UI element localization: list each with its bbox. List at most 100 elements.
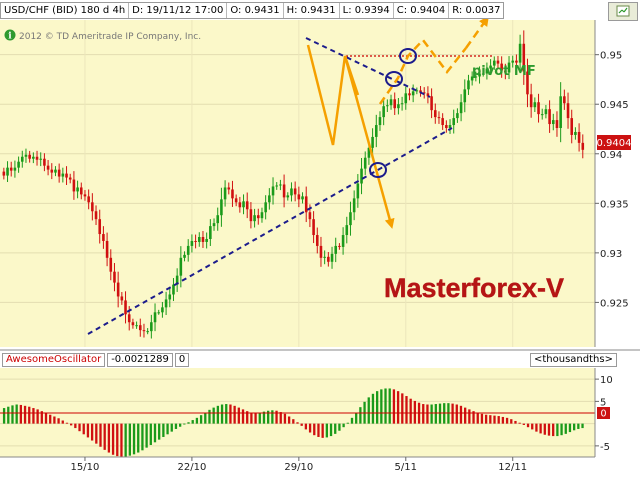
- resistance-trendline[interactable]: [305, 37, 431, 98]
- price-candle[interactable]: [504, 63, 507, 80]
- price-candle[interactable]: [319, 236, 323, 267]
- price-candle[interactable]: [426, 86, 430, 104]
- price-candle[interactable]: [537, 93, 540, 123]
- price-candle[interactable]: [2, 167, 6, 180]
- price-candle[interactable]: [6, 161, 9, 183]
- price-candle[interactable]: [529, 83, 533, 118]
- price-candle[interactable]: [65, 166, 68, 185]
- price-candle[interactable]: [345, 216, 349, 244]
- price-candle[interactable]: [349, 201, 352, 236]
- forecast-path[interactable]: [378, 38, 467, 105]
- price-candle[interactable]: [28, 150, 31, 163]
- price-candle[interactable]: [448, 119, 452, 134]
- price-candle[interactable]: [91, 193, 94, 221]
- price-candle[interactable]: [551, 113, 555, 131]
- oscillator-name[interactable]: AwesomeOscillator: [2, 353, 106, 367]
- price-candle[interactable]: [544, 104, 548, 119]
- price-candle[interactable]: [330, 246, 334, 269]
- price-candle[interactable]: [35, 150, 39, 166]
- price-candle[interactable]: [415, 87, 419, 95]
- price-candle[interactable]: [511, 55, 515, 68]
- touch-circle-pivot[interactable]: [399, 48, 417, 64]
- price-candle[interactable]: [540, 108, 544, 120]
- price-candle[interactable]: [131, 318, 135, 329]
- price-candle[interactable]: [205, 232, 208, 249]
- price-candle[interactable]: [94, 205, 98, 226]
- price-candle[interactable]: [500, 56, 503, 78]
- price-candle[interactable]: [290, 182, 293, 202]
- touch-circle-resistance[interactable]: [385, 71, 403, 87]
- price-candle[interactable]: [456, 108, 459, 123]
- price-candle[interactable]: [282, 174, 286, 208]
- price-candle[interactable]: [227, 182, 231, 195]
- price-candle[interactable]: [79, 182, 83, 200]
- price-candle[interactable]: [360, 157, 363, 195]
- price-candle[interactable]: [408, 88, 411, 101]
- price-candle[interactable]: [474, 71, 478, 82]
- price-candle[interactable]: [422, 87, 426, 99]
- price-candle[interactable]: [209, 219, 212, 246]
- price-candle[interactable]: [234, 194, 238, 207]
- price-candle[interactable]: [183, 251, 186, 262]
- price-candle[interactable]: [574, 127, 577, 140]
- price-candle[interactable]: [489, 59, 492, 76]
- price-candle[interactable]: [76, 180, 79, 199]
- price-candle[interactable]: [120, 292, 124, 305]
- price-candle[interactable]: [142, 323, 146, 338]
- price-candle[interactable]: [304, 186, 308, 223]
- price-candle[interactable]: [522, 30, 526, 85]
- price-candle[interactable]: [363, 151, 367, 175]
- chart-settings-button[interactable]: [608, 2, 638, 21]
- price-candle[interactable]: [57, 163, 61, 183]
- price-candle[interactable]: [559, 82, 562, 143]
- price-candle[interactable]: [24, 148, 28, 163]
- price-candle[interactable]: [533, 97, 537, 113]
- price-candle[interactable]: [581, 134, 585, 159]
- price-candle[interactable]: [190, 234, 194, 253]
- price-candle[interactable]: [83, 190, 87, 201]
- price-candle[interactable]: [371, 128, 374, 157]
- price-candle[interactable]: [223, 180, 227, 207]
- price-candle[interactable]: [197, 232, 201, 247]
- price-candle[interactable]: [570, 109, 574, 144]
- price-candle[interactable]: [87, 189, 90, 210]
- price-candle[interactable]: [124, 291, 127, 324]
- price-candle[interactable]: [249, 202, 253, 229]
- price-candle[interactable]: [164, 291, 168, 315]
- price-candle[interactable]: [161, 301, 164, 318]
- up-arrow[interactable]: [464, 15, 489, 49]
- down-arrow[interactable]: [343, 55, 395, 229]
- price-candle[interactable]: [72, 171, 76, 200]
- price-candle[interactable]: [452, 109, 456, 134]
- price-candle[interactable]: [301, 192, 304, 204]
- price-candle[interactable]: [400, 96, 404, 111]
- price-candle[interactable]: [194, 234, 197, 249]
- price-candle[interactable]: [467, 74, 470, 95]
- price-candle[interactable]: [341, 227, 345, 255]
- price-candle[interactable]: [327, 252, 330, 267]
- price-candle[interactable]: [463, 79, 467, 113]
- price-candle[interactable]: [555, 111, 559, 137]
- price-axis[interactable]: [595, 20, 640, 347]
- price-candle[interactable]: [231, 180, 234, 207]
- price-candle[interactable]: [105, 232, 109, 267]
- price-candle[interactable]: [17, 156, 20, 173]
- price-candle[interactable]: [279, 179, 282, 191]
- price-candle[interactable]: [459, 94, 463, 122]
- price-candle[interactable]: [150, 314, 153, 339]
- price-candle[interactable]: [548, 100, 551, 133]
- price-candle[interactable]: [312, 211, 315, 244]
- price-candle[interactable]: [526, 58, 529, 108]
- price-candle[interactable]: [470, 71, 474, 86]
- price-candle[interactable]: [9, 161, 13, 177]
- price-candle[interactable]: [242, 194, 245, 215]
- price-candle[interactable]: [54, 166, 57, 177]
- price-candle[interactable]: [135, 321, 138, 329]
- price-candle[interactable]: [260, 207, 264, 223]
- price-candle[interactable]: [186, 239, 190, 262]
- price-candle[interactable]: [153, 303, 157, 332]
- support-trendline[interactable]: [87, 127, 453, 335]
- price-candle[interactable]: [275, 182, 279, 190]
- price-candle[interactable]: [393, 92, 397, 115]
- price-candle[interactable]: [430, 88, 433, 119]
